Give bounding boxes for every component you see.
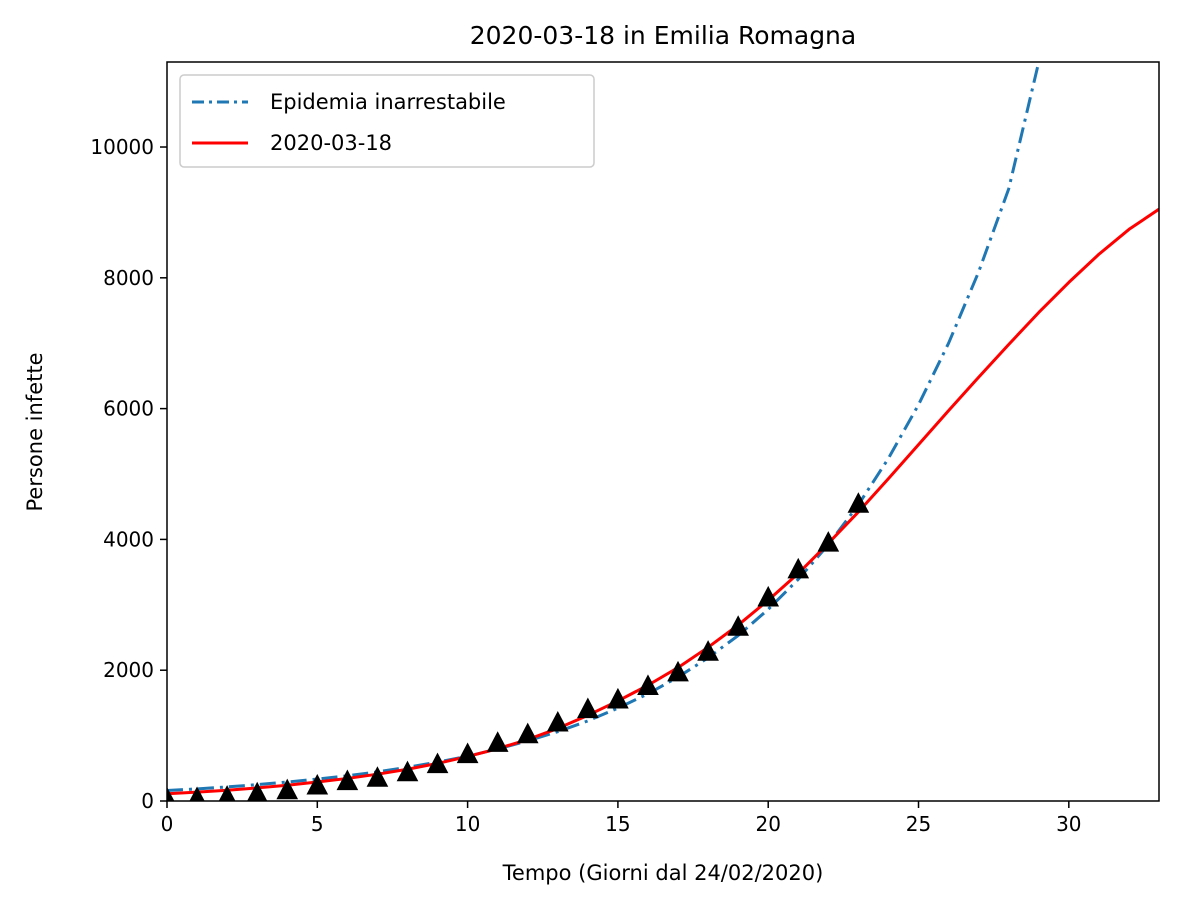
data-point-day-2 — [218, 785, 236, 801]
plot-frame — [166, 61, 1160, 802]
x-tick-label: 15 — [605, 812, 630, 836]
x-tick-label: 0 — [161, 812, 174, 836]
x-tick-label: 10 — [455, 812, 480, 836]
data-point-day-18 — [697, 640, 719, 661]
data-point-day-20 — [757, 585, 780, 607]
data-point-day-21 — [787, 557, 810, 579]
series-layer — [167, 62, 1159, 801]
y-tick-label: 8000 — [103, 266, 154, 290]
y-axis-label: Persone infette — [23, 352, 47, 511]
data-point-day-13 — [546, 710, 569, 732]
plot-area — [167, 62, 1159, 801]
data-point-day-17 — [667, 660, 689, 682]
data-point-day-1 — [189, 786, 205, 801]
x-axis-label: Tempo (Giorni dal 24/02/2020) — [502, 861, 824, 885]
legend-label-epidemia: Epidemia inarrestabile — [270, 90, 506, 114]
data-point-day-15 — [607, 687, 629, 709]
data-point-day-22 — [817, 531, 840, 552]
data-point-day-10 — [456, 742, 479, 764]
data-point-day-11 — [486, 731, 509, 752]
data-point-day-9 — [426, 752, 449, 774]
x-tick-label: 20 — [755, 812, 780, 836]
legend-label-fit: 2020-03-18 — [270, 131, 392, 155]
legend-box — [179, 74, 595, 168]
data-point-day-3 — [247, 781, 268, 801]
data-point-day-6 — [336, 769, 359, 791]
plot-background — [167, 62, 1159, 801]
data-point-day-4 — [276, 778, 299, 800]
legend: Epidemia inarrestabile 2020-03-18 — [179, 74, 595, 168]
data-point-day-12 — [516, 722, 539, 744]
data-point-day-7 — [366, 766, 389, 787]
series-observed-points — [167, 492, 870, 801]
x-tick-label: 5 — [311, 812, 324, 836]
y-tick-label: 0 — [141, 789, 154, 813]
data-point-day-19 — [727, 615, 749, 636]
y-tick-label: 10000 — [90, 135, 154, 159]
data-point-day-0 — [167, 786, 175, 801]
chart-title: 2020-03-18 in Emilia Romagna — [470, 21, 856, 50]
series-line-1 — [167, 207, 1159, 796]
y-tick-label: 2000 — [103, 658, 154, 682]
data-point-day-14 — [577, 697, 599, 719]
y-tick-label: 6000 — [103, 397, 154, 421]
data-point-day-8 — [396, 760, 419, 782]
x-tick-label: 25 — [906, 812, 931, 836]
data-point-day-16 — [637, 674, 659, 695]
y-tick-label: 4000 — [103, 527, 154, 551]
x-tick-label: 30 — [1056, 812, 1081, 836]
data-point-day-5 — [306, 773, 329, 795]
data-point-day-23 — [847, 492, 870, 513]
axes-layer: 0 5 10 15 20 25 30 0 2000 4000 6000 8000 10000 — [90, 61, 1160, 836]
series-line-0 — [167, 62, 1041, 793]
